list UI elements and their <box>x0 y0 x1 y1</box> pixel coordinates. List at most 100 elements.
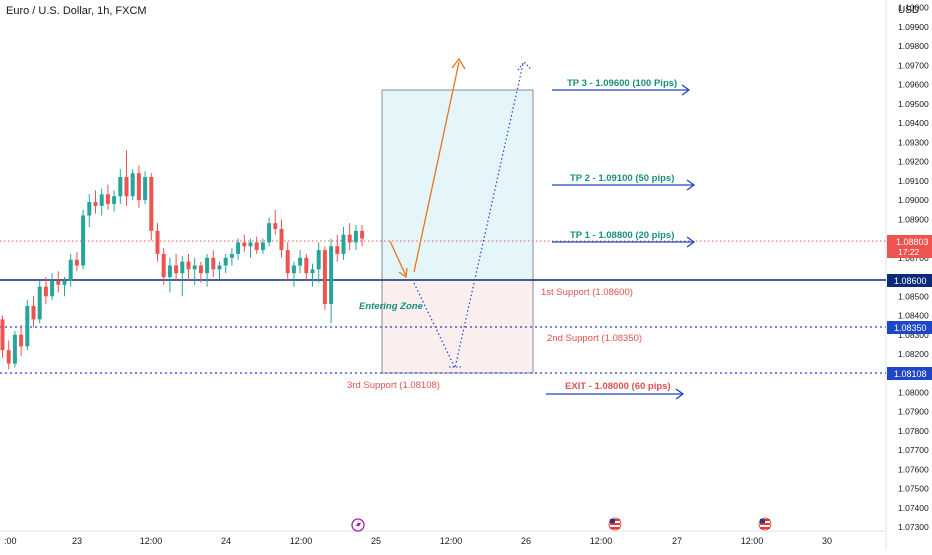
candle-body <box>19 334 24 347</box>
price-tick-label: 1.07700 <box>898 445 929 455</box>
candle-body <box>254 242 259 251</box>
candle-body <box>112 196 117 204</box>
candle <box>6 340 11 370</box>
candle <box>248 238 253 258</box>
candle <box>62 277 67 297</box>
candle <box>130 169 135 201</box>
price-tick-label: 1.08500 <box>898 291 929 301</box>
level-tag-1-text: 1.08600 <box>894 276 927 286</box>
candle-body <box>81 215 86 266</box>
candle <box>298 250 303 274</box>
candle <box>322 246 327 310</box>
price-tick-label: 1.08900 <box>898 214 929 224</box>
tp2-arrow-head <box>686 179 696 191</box>
candle-body <box>87 202 92 216</box>
price-tick-label: 1.07900 <box>898 407 929 417</box>
candle-body <box>291 265 296 274</box>
tp1-annotation[interactable]: TP 1 - 1.08800 (20 pips) <box>552 230 696 248</box>
candle <box>56 271 61 293</box>
time-tick-label: 25 <box>371 536 381 546</box>
candle <box>105 184 110 210</box>
candle-body <box>143 177 148 201</box>
candle <box>37 280 42 324</box>
candle-body <box>186 261 191 270</box>
candle <box>186 253 191 281</box>
price-tick-label: 1.08300 <box>898 330 929 340</box>
dotted-projection-head <box>517 61 532 71</box>
flash-event-icon[interactable] <box>351 518 365 532</box>
candle <box>93 190 98 214</box>
candle-body <box>298 257 303 266</box>
candle-body <box>118 177 123 197</box>
us-flag-event-icon-2[interactable] <box>758 517 772 531</box>
candle <box>19 325 24 356</box>
candle <box>25 300 30 351</box>
price-tick-label: 1.10000 <box>898 3 929 13</box>
candle <box>149 173 154 241</box>
candle <box>118 169 123 204</box>
candle-body <box>124 177 129 197</box>
candle-body <box>37 286 42 320</box>
candle <box>74 252 79 272</box>
candle-body <box>198 265 203 274</box>
candle-body <box>56 280 61 285</box>
countdown-value: 17:22 <box>898 247 920 257</box>
candle <box>81 209 86 270</box>
exit-annotation[interactable]: EXIT - 1.08000 (60 pips) <box>546 381 685 400</box>
price-axis[interactable]: 1.10000 1.09900 1.09800 1.09700 1.09600 1.095… <box>898 3 929 532</box>
candle-body <box>12 334 17 364</box>
candle <box>205 253 210 287</box>
time-tick-label: 12:00 <box>590 536 613 546</box>
orange-arrow-down <box>389 240 407 277</box>
time-axis[interactable]: :00 23 12:00 24 12:00 25 12:00 26 12:00 27 12:00 30 <box>4 536 832 546</box>
candle-body <box>174 265 179 274</box>
symbol-title: Euro / U.S. Dollar, 1h, FXCM <box>6 5 147 17</box>
support1-label: 1st Support (1.08600) <box>541 287 633 298</box>
candle-body <box>149 177 154 231</box>
tp2-annotation[interactable]: TP 2 - 1.09100 (50 pips) <box>552 173 696 191</box>
candle <box>310 263 315 287</box>
target-zone-box[interactable] <box>381 89 534 281</box>
candle <box>236 238 241 260</box>
price-tick-label: 1.07800 <box>898 426 929 436</box>
candle <box>329 238 334 324</box>
candle <box>180 255 185 297</box>
candle-body <box>242 242 247 247</box>
candle <box>112 190 117 212</box>
candles-layer <box>0 150 365 370</box>
tp1-label: TP 1 - 1.08800 (20 pips) <box>570 230 674 241</box>
orange-projection-arrows[interactable] <box>389 57 466 279</box>
price-tick-label: 1.07600 <box>898 464 929 474</box>
level-tag-1: 1.08600 <box>887 274 932 287</box>
level-tag-2-bg <box>887 321 932 334</box>
support3-label: 3rd Support (1.08108) <box>347 380 440 391</box>
price-tick-label: 1.09200 <box>898 157 929 167</box>
candle-body <box>192 265 197 270</box>
time-tick-label: 27 <box>672 536 682 546</box>
candle-body <box>267 223 272 243</box>
level-tag-3-bg <box>887 367 932 380</box>
candle <box>360 225 365 247</box>
candle-body <box>285 250 290 274</box>
level-tag-2: 1.08350 <box>887 321 932 334</box>
tp3-annotation[interactable]: TP 3 - 1.09600 (100 Pips) <box>552 78 691 96</box>
us-flag-event-icon[interactable] <box>608 517 622 531</box>
price-tick-label: 1.08400 <box>898 311 929 321</box>
candle-body <box>217 265 222 270</box>
blue-dotted-projection[interactable] <box>413 61 532 370</box>
candle-body <box>74 259 79 266</box>
last-price-value: 1.08803 <box>896 237 929 247</box>
candle-body <box>279 228 284 251</box>
candle <box>341 227 346 260</box>
support2-label: 2nd Support (1.08350) <box>547 333 642 344</box>
level-tag-3-text: 1.08108 <box>894 369 927 379</box>
price-tick-label: 1.07400 <box>898 503 929 513</box>
candle <box>347 223 352 251</box>
candle <box>136 165 141 208</box>
candle-body <box>360 230 365 239</box>
candle-body <box>167 265 172 278</box>
time-tick-label: 12:00 <box>140 536 163 546</box>
candle <box>161 248 166 285</box>
